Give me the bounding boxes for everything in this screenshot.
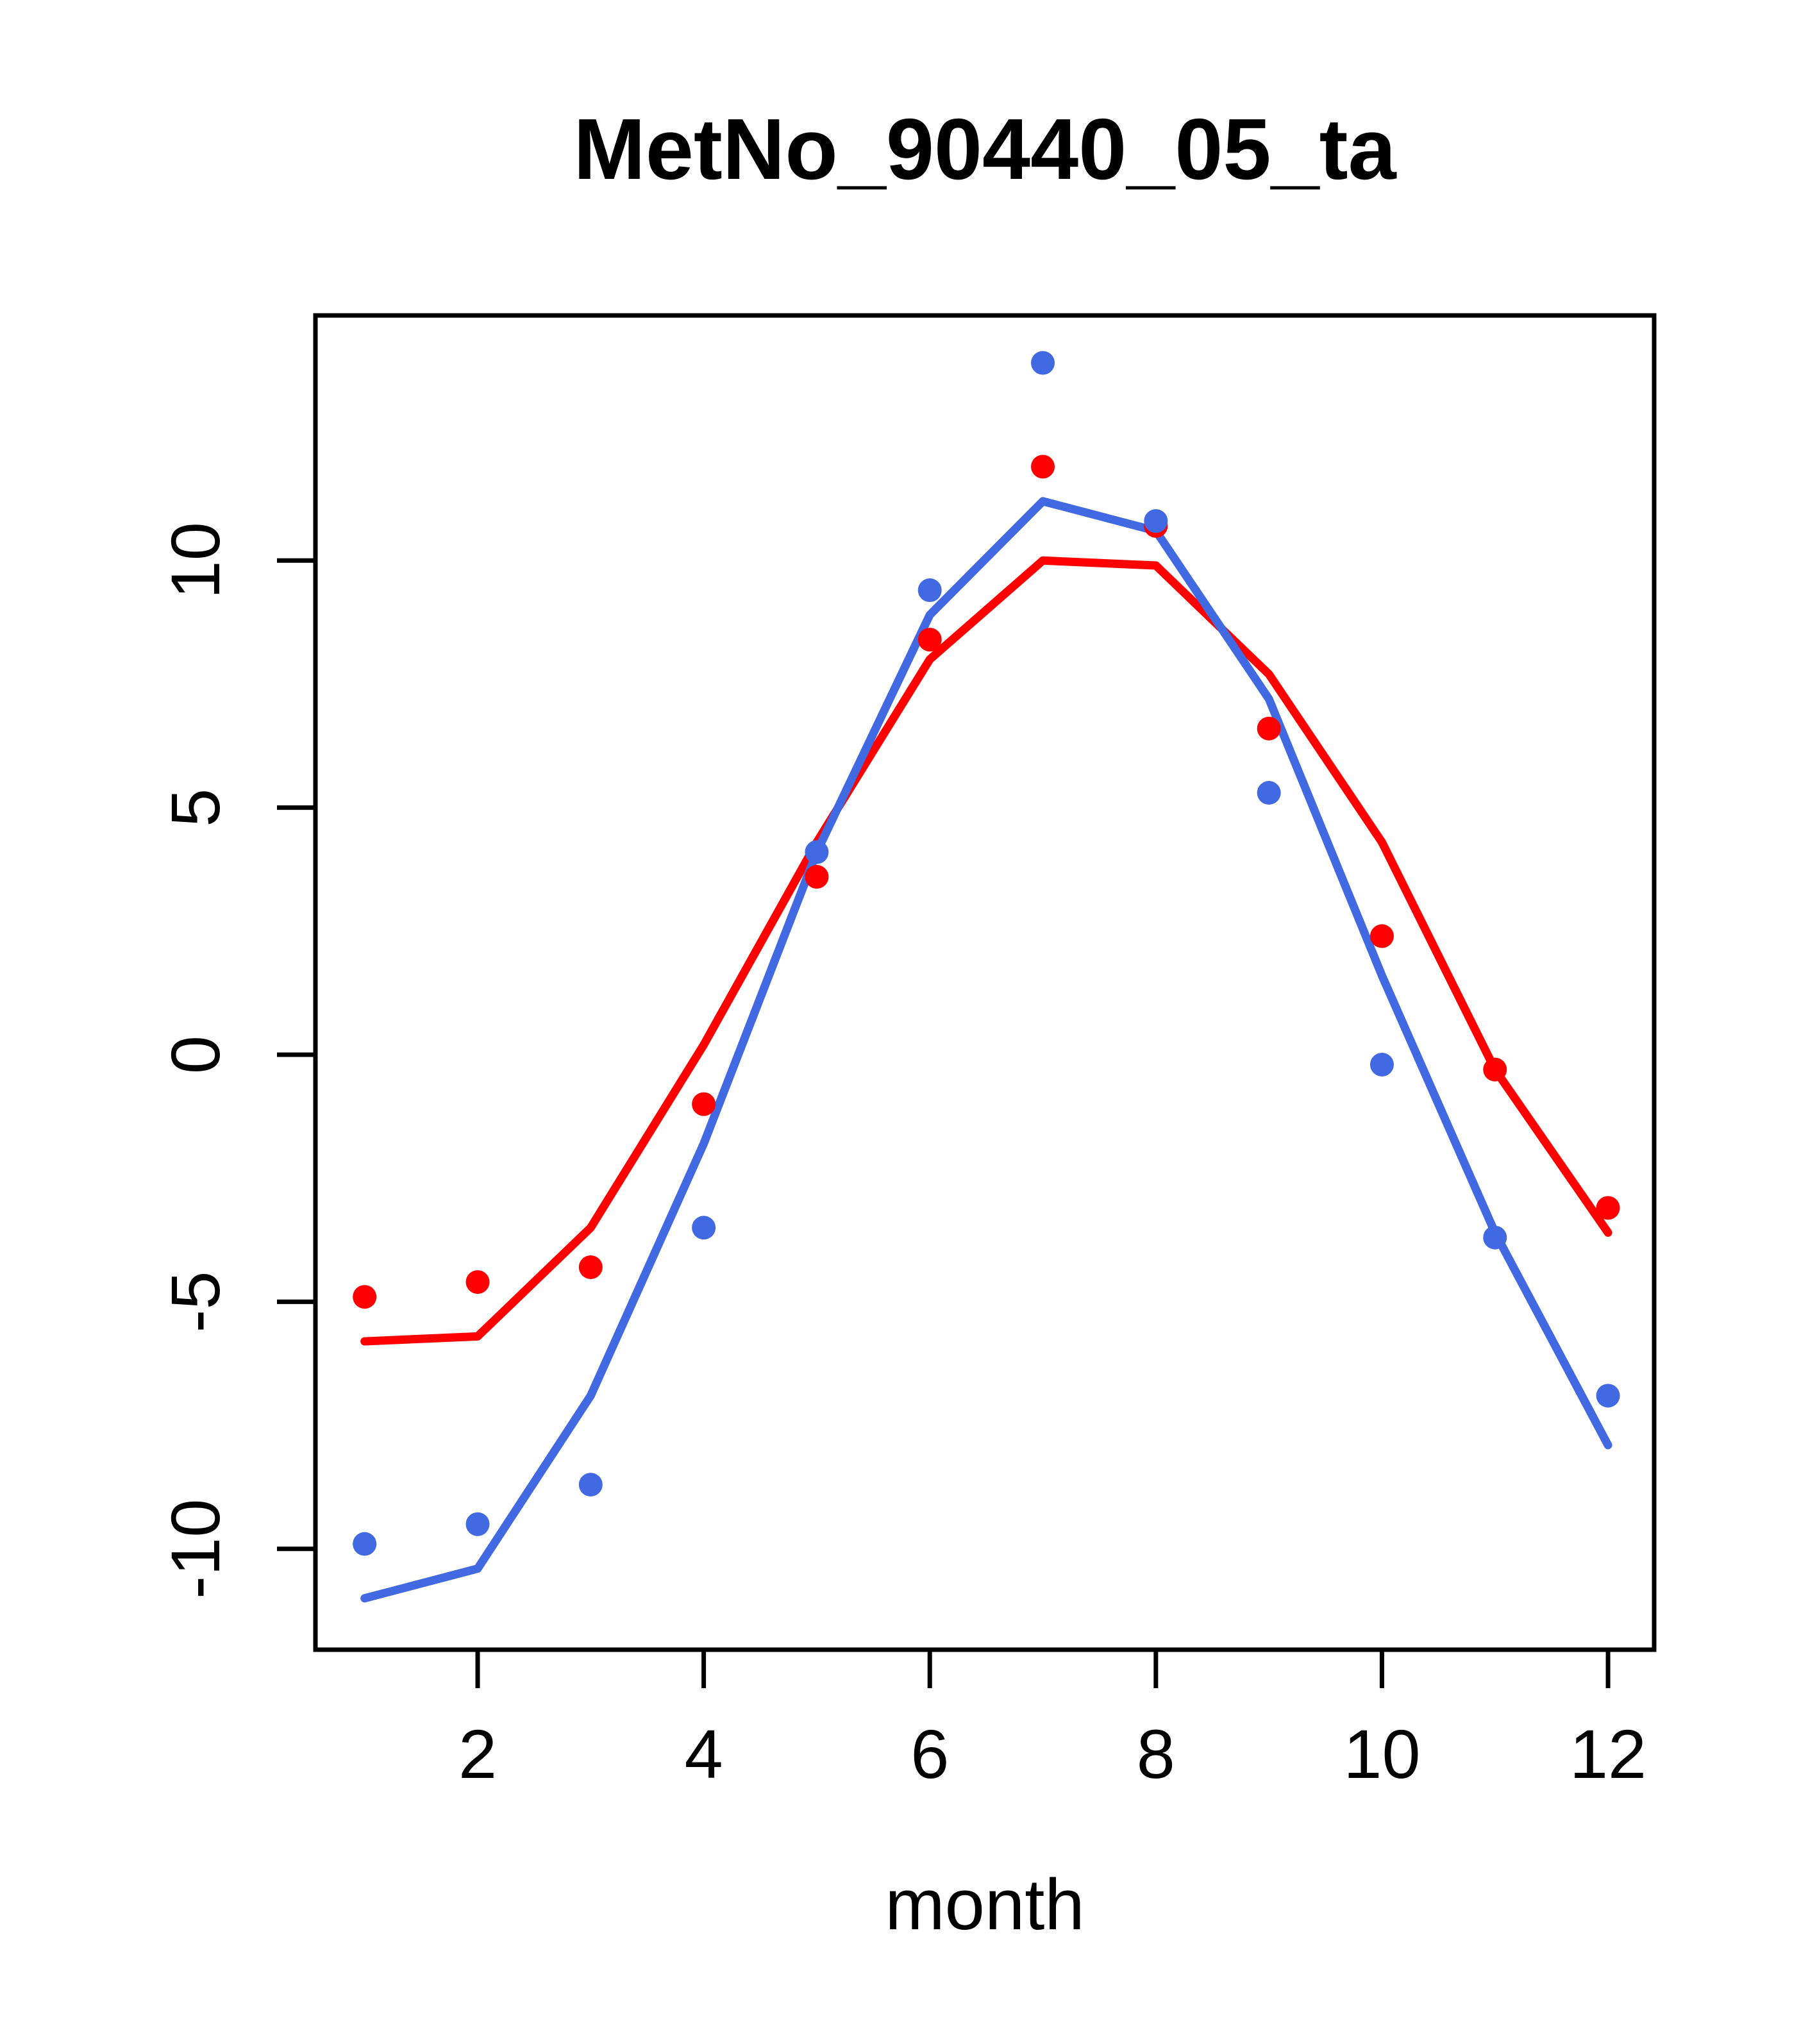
- point-red-points-m12: [1596, 1196, 1620, 1220]
- point-blue-points-m3: [578, 1473, 603, 1497]
- y-tick-label: -10: [156, 1499, 234, 1599]
- point-blue-points-m2: [465, 1512, 490, 1536]
- plot-border: [313, 313, 1657, 1652]
- point-blue-points-m5: [805, 840, 829, 864]
- point-blue-points-m9: [1257, 781, 1281, 805]
- x-tick-label: 4: [685, 1715, 723, 1793]
- point-blue-points-m10: [1369, 1052, 1394, 1076]
- x-tick-label: 12: [1570, 1715, 1646, 1793]
- point-red-points-m4: [692, 1092, 716, 1116]
- y-tick-label: 5: [156, 789, 234, 827]
- point-red-points-m3: [578, 1255, 603, 1279]
- y-tick-label: 0: [156, 1035, 234, 1074]
- point-red-points-m11: [1483, 1057, 1507, 1082]
- point-red-points-m10: [1369, 924, 1394, 948]
- point-red-points-m5: [805, 865, 829, 889]
- y-tick-label: 10: [156, 522, 234, 599]
- chart-title: MetNo_90440_05_ta: [573, 101, 1396, 197]
- point-red-points-m7: [1031, 455, 1055, 479]
- x-tick-label: 10: [1343, 1715, 1420, 1793]
- point-blue-points-m12: [1596, 1384, 1620, 1408]
- point-red-points-m9: [1257, 716, 1281, 741]
- series-blue-line: [360, 497, 1612, 1603]
- point-blue-points-m7: [1031, 351, 1055, 375]
- x-tick-label: 8: [1137, 1715, 1175, 1793]
- x-tick-label: 6: [910, 1715, 949, 1793]
- point-blue-points-m6: [917, 578, 942, 603]
- point-blue-points-m1: [353, 1532, 377, 1556]
- point-red-points-m2: [465, 1270, 490, 1294]
- point-blue-points-m11: [1483, 1225, 1507, 1250]
- series-red-line: [360, 556, 1612, 1346]
- x-axis-label: month: [885, 1864, 1085, 1945]
- point-red-points-m6: [917, 628, 942, 652]
- x-tick-label: 2: [458, 1715, 497, 1793]
- point-blue-points-m8: [1144, 509, 1168, 533]
- y-tick-label: -5: [156, 1271, 234, 1332]
- point-blue-points-m4: [692, 1216, 716, 1240]
- point-red-points-m1: [353, 1285, 377, 1309]
